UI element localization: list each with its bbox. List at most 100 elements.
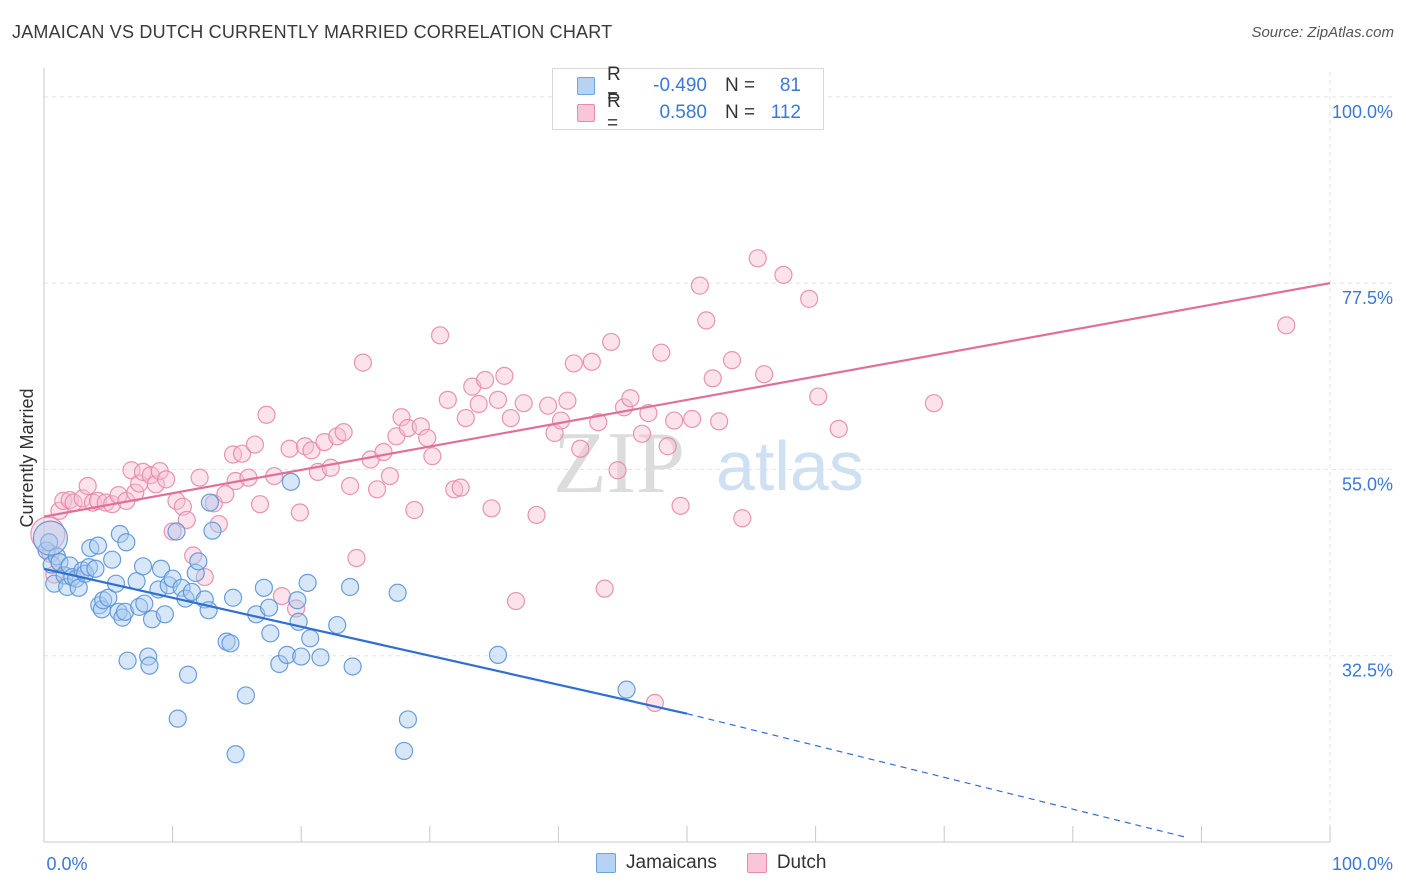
y-axis-label: Currently Married <box>17 388 37 527</box>
jamaicans-point <box>99 588 118 607</box>
r-label: R = <box>607 91 621 134</box>
r-value: -0.490 <box>653 75 707 96</box>
dutch-point <box>589 413 608 432</box>
jamaicans-point <box>398 710 418 729</box>
dutch-point <box>334 423 353 442</box>
n-value: 81 <box>779 75 801 96</box>
jamaicans-point <box>130 597 149 616</box>
axes <box>43 68 1331 843</box>
dutch-point <box>800 289 819 308</box>
n-value: 112 <box>770 102 801 123</box>
dutch-point <box>405 500 424 520</box>
dutch-point <box>924 394 944 413</box>
dutch-trend-line <box>43 282 1331 518</box>
dutch-point <box>683 409 702 429</box>
dutch-point <box>302 441 321 460</box>
jamaicans-point <box>236 686 256 705</box>
jamaicans-point <box>88 536 108 555</box>
dutch-point <box>632 424 652 443</box>
dutch-point <box>514 394 533 413</box>
jamaicans-point <box>261 624 280 643</box>
dutch-point <box>755 365 774 384</box>
dutch-point <box>438 390 457 409</box>
dutch-point <box>527 505 546 525</box>
source-label: Source: ZipAtlas.com <box>1251 24 1394 41</box>
jamaicans-point <box>140 656 159 675</box>
dutch-point <box>216 485 235 504</box>
jamaicans-point <box>388 583 407 602</box>
dutch-point <box>809 387 828 406</box>
jamaicans-point <box>178 665 198 684</box>
dutch-point <box>658 437 677 456</box>
jamaicans-point <box>167 522 186 541</box>
jamaicans-point <box>270 654 289 674</box>
legend-item-dutch: Dutch <box>746 852 827 874</box>
legend-row-dutch: R = 0.580 N = 112 <box>577 91 801 134</box>
y-tick-label: 77.5% <box>1342 288 1393 308</box>
jamaicans-point <box>151 559 171 578</box>
dutch-point <box>209 514 228 534</box>
dutch-point <box>652 343 671 362</box>
x-tick-label: 0.0% <box>46 854 87 874</box>
dutch-point <box>184 546 203 565</box>
jamaicans-point <box>115 602 135 621</box>
dutch-point <box>722 351 742 370</box>
jamaicans-point <box>226 745 245 764</box>
legend-label: Jamaicans <box>626 852 717 873</box>
dutch-point <box>78 476 97 496</box>
dutch-point <box>558 391 577 410</box>
dutch-point <box>451 478 470 497</box>
dutch-point <box>245 435 265 454</box>
jamaicans-point <box>298 573 317 592</box>
jamaicans-point <box>186 563 205 583</box>
watermark-atlas: atlas <box>716 427 864 505</box>
dutch-point <box>501 408 520 428</box>
dutch-point <box>829 419 848 438</box>
dutch-point <box>488 390 508 409</box>
jamaicans-point <box>133 557 153 576</box>
dutch-point <box>506 591 526 611</box>
jamaicans-point <box>259 598 279 617</box>
r-value: 0.580 <box>659 102 707 123</box>
jamaicans-point <box>32 520 69 556</box>
dutch-point <box>582 352 601 371</box>
jamaicans-point <box>117 533 136 552</box>
jamaicans-point <box>328 615 347 635</box>
jamaicans-point <box>203 521 222 540</box>
jamaicans-point <box>277 645 297 664</box>
dutch-point <box>564 354 583 373</box>
dutch-point <box>456 408 475 428</box>
dutch-point <box>475 370 495 390</box>
dutch-point <box>595 579 614 598</box>
correlation-legend: R = -0.490 N = 81 R = 0.580 N = 112 <box>552 64 824 134</box>
dutch-points <box>30 249 1296 713</box>
dutch-point <box>495 366 514 385</box>
jamaicans-point <box>288 591 307 610</box>
dutch-point <box>665 411 684 430</box>
r-label: R = <box>607 64 621 107</box>
trend-lines <box>43 282 1331 839</box>
dutch-point <box>602 332 621 352</box>
dutch-point <box>608 461 627 480</box>
dutch-point <box>539 396 558 415</box>
dutch-point <box>748 249 767 268</box>
jamaicans-point <box>292 647 311 666</box>
jamaicans-point <box>139 647 158 666</box>
dutch-point <box>190 468 209 487</box>
dutch-point <box>353 353 373 372</box>
jamaicans-point <box>301 629 320 648</box>
dutch-point <box>697 311 716 330</box>
dutch-point <box>710 412 729 431</box>
dutch-point <box>571 439 590 458</box>
y-tick-label: 55.0% <box>1342 474 1393 494</box>
dutch-point <box>380 466 400 486</box>
legend-label: Dutch <box>776 852 827 873</box>
legend-row-jamaicans: R = -0.490 N = 81 <box>577 64 801 107</box>
dutch-swatch <box>746 853 767 873</box>
jamaicans-point <box>189 552 208 571</box>
dutch-point <box>621 389 640 408</box>
dutch-point <box>232 444 252 463</box>
dutch-point <box>321 458 340 477</box>
jamaicans-point <box>617 680 636 699</box>
